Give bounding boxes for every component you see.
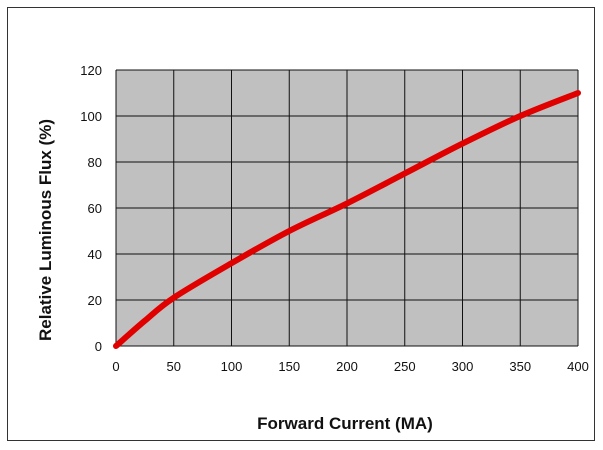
series-line	[113, 90, 581, 349]
x-tick-label: 400	[567, 359, 589, 374]
series-layer	[113, 90, 581, 349]
x-tick-label: 250	[394, 359, 416, 374]
x-tick-label: 200	[336, 359, 358, 374]
y-tick-label: 20	[88, 293, 102, 308]
y-tick-label: 120	[80, 63, 102, 78]
x-tick-label: 50	[167, 359, 181, 374]
y-tick-labels: 0 20 40 60 80 100 120	[80, 63, 102, 354]
x-tick-label: 350	[509, 359, 531, 374]
y-tick-label: 0	[95, 339, 102, 354]
x-tick-label: 0	[112, 359, 119, 374]
y-tick-label: 80	[88, 155, 102, 170]
y-tick-label: 100	[80, 109, 102, 124]
x-tick-labels: 0 50 100 150 200 250 300 350 400	[112, 359, 588, 374]
y-axis-label: Relative Luminous Flux (%)	[36, 119, 55, 341]
y-tick-label: 40	[88, 247, 102, 262]
grid-lines	[115, 69, 579, 347]
x-tick-label: 150	[278, 359, 300, 374]
x-tick-label: 300	[452, 359, 474, 374]
x-axis-label: Forward Current (MA)	[257, 414, 433, 433]
y-tick-label: 60	[88, 201, 102, 216]
x-tick-label: 100	[221, 359, 243, 374]
